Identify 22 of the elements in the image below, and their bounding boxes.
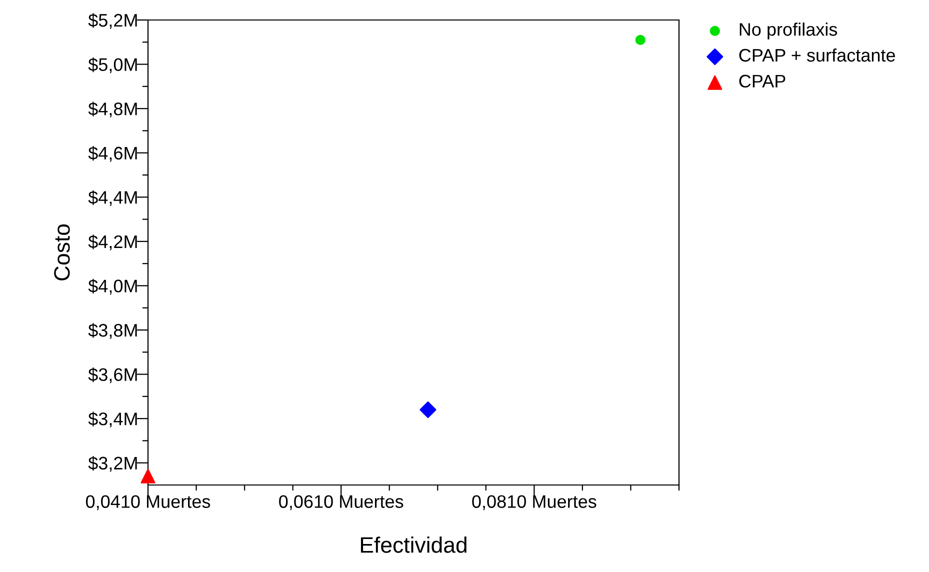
legend-label: CPAP <box>739 74 786 88</box>
y-tick-label: $3,2M <box>88 456 137 472</box>
point <box>140 468 156 484</box>
x-tick-label: 0,0410 Muertes <box>86 495 210 510</box>
y-tick-label: $4,6M <box>88 146 137 162</box>
legend-label: No profilaxis <box>740 22 838 40</box>
y-tick-label: $4,2M <box>88 234 137 250</box>
y-tick-label: $5,2M <box>88 13 137 29</box>
y-tick-label: $3,8M <box>88 323 137 339</box>
y-tick-label: $4,8M <box>88 102 137 118</box>
y-tick-label: $4,4M <box>88 190 137 206</box>
y-tick-label: $4,0M <box>88 278 137 295</box>
point <box>635 34 646 46</box>
legend-label: CPAP + surfactante <box>739 48 895 62</box>
y-tick-label: $3,4M <box>88 412 137 428</box>
x-axis-title: Efectividad <box>360 536 466 553</box>
x-tick-label: 0,0810 Muertes <box>472 495 596 510</box>
y-tick-label: $3,6M <box>88 367 137 384</box>
point <box>420 401 436 418</box>
x-tick-label: 0,0610 Muertes <box>279 495 404 510</box>
y-axis-title: Costo <box>54 224 70 280</box>
y-tick-label: $5,0M <box>88 57 137 74</box>
